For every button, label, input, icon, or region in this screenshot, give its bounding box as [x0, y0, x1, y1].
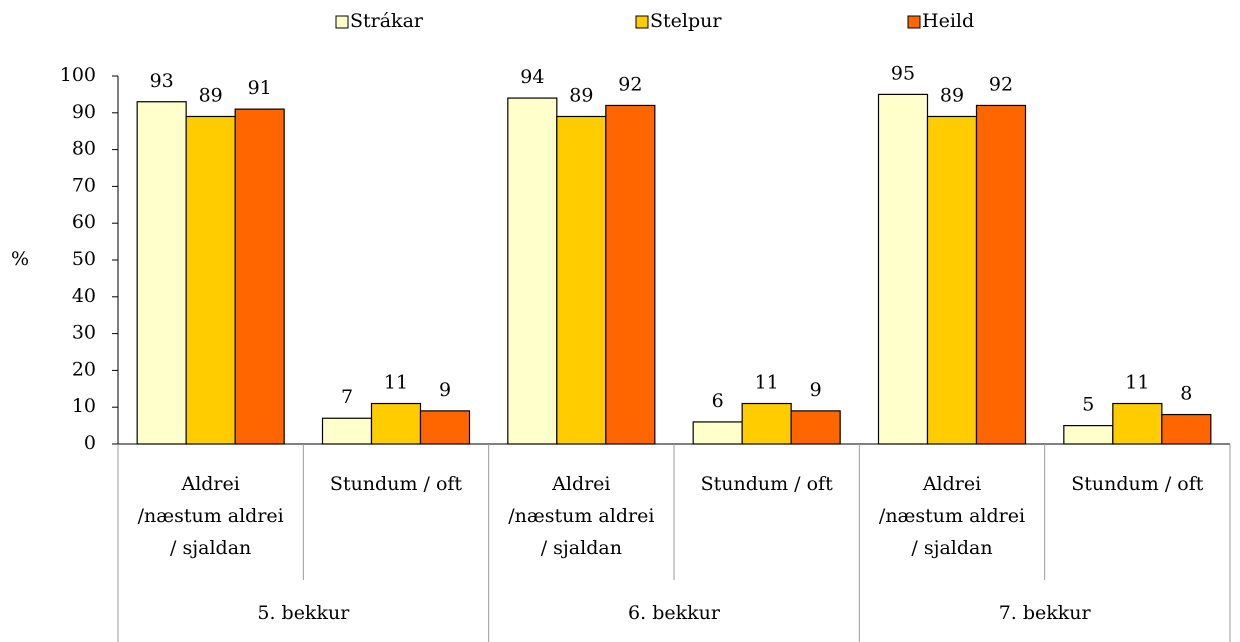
x-tick-label: Aldrei	[180, 473, 239, 495]
x-tick-label: Aldrei	[551, 473, 610, 495]
bar	[1063, 425, 1114, 445]
bar	[185, 115, 236, 445]
x-tick-label: Aldrei	[922, 473, 981, 495]
bar	[370, 402, 422, 445]
legend-swatch	[635, 15, 649, 29]
data-label: 5	[1082, 394, 1094, 416]
data-label: 93	[150, 70, 174, 92]
x-tick-label: Stundum / oft	[1071, 473, 1203, 495]
y-tick-label: 40	[72, 285, 96, 307]
x-tick-label: Stundum / oft	[330, 473, 462, 495]
bar	[321, 417, 373, 445]
legend-swatch	[335, 15, 349, 29]
data-label: 7	[341, 386, 353, 408]
bar	[926, 115, 978, 445]
bar	[692, 421, 743, 445]
data-label: 8	[1180, 383, 1192, 405]
group-label: 5. bekkur	[257, 602, 350, 624]
y-tick-label: 90	[72, 101, 96, 123]
bar	[507, 97, 558, 445]
y-tick-label: 30	[72, 322, 96, 344]
y-axis-label: %	[11, 248, 29, 270]
x-tick-label: / sjaldan	[541, 537, 622, 559]
data-label: 9	[439, 379, 451, 401]
data-label: 94	[520, 66, 544, 88]
bar	[1161, 413, 1212, 445]
data-label: 91	[248, 77, 272, 99]
bar	[741, 402, 792, 445]
y-tick-label: 50	[72, 248, 96, 270]
legend-label: Stelpur	[650, 10, 722, 32]
bar	[234, 108, 285, 445]
data-label: 6	[712, 390, 724, 412]
data-label: 11	[1125, 372, 1149, 394]
data-label: 95	[891, 62, 915, 84]
data-label: 92	[989, 73, 1013, 95]
data-label: 92	[618, 73, 642, 95]
bar	[1112, 402, 1163, 445]
data-label: 9	[810, 379, 822, 401]
bar	[605, 104, 656, 445]
y-tick-label: 20	[72, 358, 96, 380]
bar	[556, 115, 607, 445]
bar	[790, 410, 841, 445]
y-tick-label: 60	[72, 211, 96, 233]
data-label: 89	[940, 84, 964, 106]
bar	[877, 93, 929, 445]
x-tick-label: /næstum aldrei	[508, 505, 654, 527]
x-tick-label: / sjaldan	[170, 537, 251, 559]
y-tick-label: 80	[72, 138, 96, 160]
x-tick-label: / sjaldan	[911, 537, 992, 559]
y-tick-label: 0	[84, 432, 96, 454]
bar	[975, 104, 1027, 445]
data-label: 11	[384, 372, 408, 394]
x-tick-label: Stundum / oft	[701, 473, 833, 495]
group-label: 7. bekkur	[999, 602, 1092, 624]
x-tick-label: /næstum aldrei	[879, 505, 1025, 527]
bar	[136, 101, 187, 445]
bar	[419, 410, 471, 445]
y-tick-label: 10	[72, 395, 96, 417]
legend-swatch	[907, 15, 921, 29]
x-tick-label: /næstum aldrei	[138, 505, 284, 527]
legend-label: Heild	[922, 10, 974, 32]
legend-label: Strákar	[350, 10, 424, 32]
group-label: 6. bekkur	[628, 602, 721, 624]
y-tick-label: 70	[72, 174, 96, 196]
y-tick-label: 100	[60, 64, 96, 86]
data-label: 89	[569, 84, 593, 106]
data-label: 89	[199, 84, 223, 106]
data-label: 11	[755, 372, 779, 394]
